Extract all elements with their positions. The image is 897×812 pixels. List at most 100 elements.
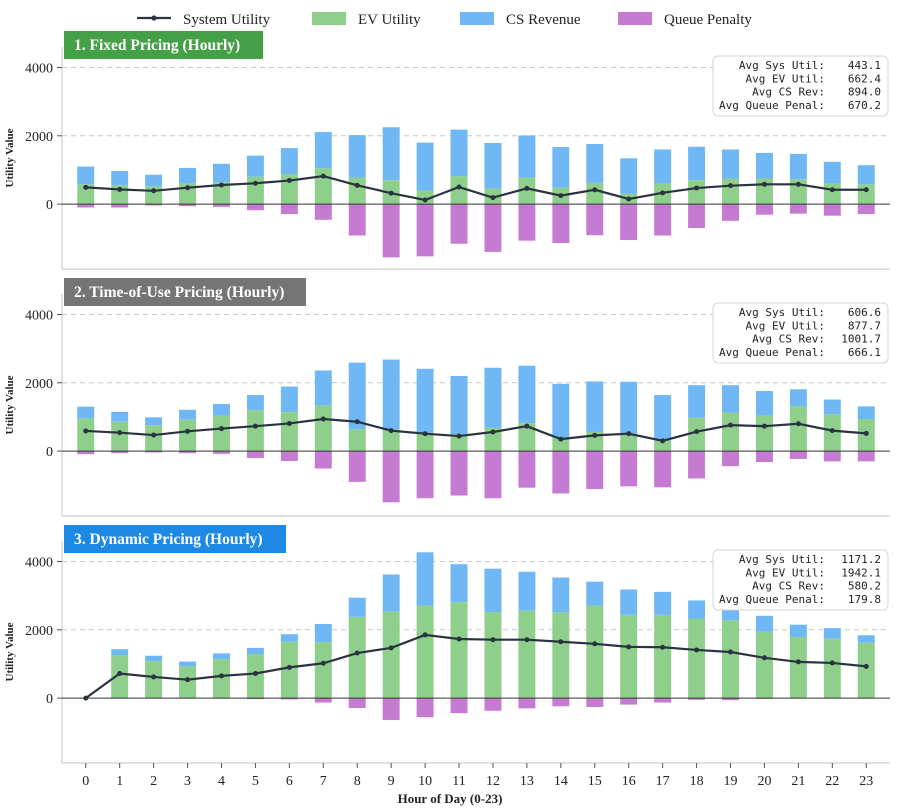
bar-queue-penalty — [755, 204, 773, 215]
bar-queue-penalty — [552, 204, 570, 244]
bar-queue-penalty — [518, 204, 536, 241]
system-utility-point — [422, 632, 428, 638]
legend-item-cs: CS Revenue — [460, 12, 581, 28]
bar-queue-penalty — [382, 204, 400, 258]
bar-queue-penalty — [246, 451, 264, 458]
bar-cs-revenue — [755, 390, 773, 416]
bar-queue-penalty — [246, 698, 264, 700]
bar-ev-utility — [111, 655, 129, 699]
x-tick-label: 4 — [218, 774, 225, 789]
bar-queue-penalty — [314, 698, 332, 703]
system-utility-point — [694, 647, 700, 653]
bar-ev-utility — [314, 405, 332, 452]
system-utility-point — [761, 655, 767, 661]
bar-ev-utility — [111, 421, 129, 452]
bar-queue-penalty — [518, 451, 536, 488]
system-utility-point — [456, 433, 462, 439]
x-tick-label: 8 — [354, 774, 361, 789]
bar-ev-utility — [654, 440, 672, 452]
x-tick-label: 15 — [588, 774, 602, 789]
bar-cs-revenue — [518, 365, 536, 424]
system-utility-point — [286, 178, 292, 184]
bar-cs-revenue — [416, 142, 434, 191]
bar-cs-revenue — [857, 165, 875, 185]
panel-title-badge — [64, 525, 286, 553]
bar-cs-revenue — [755, 152, 773, 179]
bar-cs-revenue — [314, 370, 332, 406]
stat-value: 606.6 — [848, 306, 881, 319]
system-utility-point — [592, 641, 598, 647]
bar-queue-penalty — [280, 204, 298, 215]
bar-ev-utility — [314, 642, 332, 699]
bar-cs-revenue — [450, 129, 468, 177]
bar-queue-penalty — [789, 204, 807, 214]
stat-value: 443.1 — [848, 59, 881, 72]
bar-ev-utility — [145, 661, 163, 699]
bar-cs-revenue — [654, 149, 672, 184]
system-utility-point — [829, 660, 835, 666]
system-utility-point — [863, 663, 869, 669]
system-utility-point — [151, 188, 157, 194]
bar-queue-penalty — [280, 451, 298, 462]
bar-ev-utility — [179, 419, 197, 452]
bar-cs-revenue — [722, 149, 739, 179]
system-utility-point — [456, 636, 462, 642]
y-tick-label: 2000 — [25, 130, 53, 145]
bar-cs-revenue — [416, 368, 434, 433]
system-utility-point — [422, 431, 428, 437]
y-tick-label: 0 — [46, 692, 53, 707]
system-utility-point — [456, 184, 462, 190]
bar-cs-revenue — [314, 623, 332, 643]
stat-value: 1942.1 — [841, 566, 881, 579]
bar-ev-utility — [688, 618, 706, 699]
system-utility-point — [592, 187, 598, 193]
bar-cs-revenue — [688, 385, 706, 418]
bar-queue-penalty — [722, 698, 739, 701]
system-utility-point — [795, 421, 801, 427]
bar-queue-penalty — [348, 451, 366, 482]
stat-value: 666.1 — [848, 346, 881, 359]
stats-box-frame — [712, 55, 889, 117]
bar-queue-penalty — [620, 204, 638, 240]
bar-queue-penalty — [145, 204, 163, 206]
system-utility-point — [252, 423, 258, 429]
bar-queue-penalty — [314, 204, 332, 220]
bar-ev-utility — [722, 178, 739, 205]
bar-ev-utility — [722, 620, 739, 699]
stat-label: Avg CS Rev: — [752, 580, 825, 593]
bar-ev-utility — [213, 659, 230, 699]
stat-label: Avg CS Rev: — [752, 86, 825, 99]
bar-queue-penalty — [552, 698, 570, 707]
bar-cs-revenue — [246, 647, 264, 655]
y-tick-label: 2000 — [25, 377, 53, 392]
bar-cs-revenue — [518, 135, 536, 178]
bar-cs-revenue — [348, 597, 366, 617]
bar-ev-utility — [755, 415, 773, 452]
stats-box-frame — [712, 549, 889, 611]
legend-item-ev: EV Utility — [312, 12, 421, 28]
bar-queue-penalty — [586, 451, 604, 490]
bar-ev-utility — [688, 180, 706, 205]
x-axis-label: Hour of Day (0-23) — [398, 791, 503, 806]
system-utility-point — [524, 637, 530, 643]
bar-ev-utility — [586, 182, 604, 205]
bar-ev-utility — [348, 429, 366, 452]
panel-title-text: 2. Time-of-Use Pricing (Hourly) — [74, 284, 284, 301]
system-utility-point — [354, 650, 360, 656]
system-utility-point — [185, 677, 191, 683]
legend-label: Queue Penalty — [664, 12, 752, 28]
bar-ev-utility — [789, 406, 807, 452]
bar-cs-revenue — [586, 581, 604, 606]
system-utility-point — [151, 674, 157, 680]
system-utility-point — [592, 432, 598, 438]
system-utility-point — [863, 430, 869, 436]
system-utility-point — [761, 423, 767, 429]
legend-swatch — [312, 12, 346, 25]
bar-queue-penalty — [688, 698, 706, 700]
bar-queue-penalty — [789, 451, 807, 459]
x-tick-label: 9 — [388, 774, 395, 789]
legend-swatch-marker — [151, 15, 157, 21]
bar-cs-revenue — [823, 161, 841, 184]
system-utility-point — [388, 645, 394, 651]
